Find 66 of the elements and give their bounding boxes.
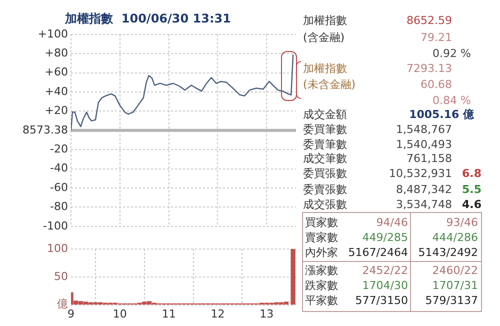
text: 5143/2492 — [418, 246, 478, 260]
text: 漲家數 — [305, 264, 338, 278]
y-tick-label: -100 — [43, 219, 68, 232]
text: 委買筆數 — [303, 123, 347, 137]
y-tick-label: +80 — [44, 46, 68, 60]
y-tick-label: 億 — [57, 298, 68, 311]
text: 賣家數 — [305, 231, 338, 245]
text: 60.68 — [420, 78, 452, 92]
text: 7293.13 — [406, 62, 452, 76]
y-tick-label: -40 — [50, 162, 68, 175]
y-tick-label: -60 — [50, 180, 68, 194]
y-tick-label: 100 — [47, 242, 68, 255]
text: 93/46 — [446, 216, 478, 230]
text: 委賣張數 — [303, 183, 347, 197]
text: 1704/30 — [362, 279, 408, 293]
text: 6.8 — [462, 167, 482, 181]
x-tick-label: 10 — [112, 307, 127, 320]
text: 加權指數 — [303, 14, 347, 28]
y-tick-label: 50 — [54, 270, 68, 283]
text: 加權指數 — [303, 62, 347, 76]
text: (未含金融) — [303, 78, 356, 92]
text: 0.84 % — [432, 94, 471, 108]
y-tick-label: -20 — [50, 142, 68, 156]
text: 委買張數 — [303, 167, 347, 181]
text: 內外家 — [305, 246, 338, 260]
text: 5167/2464 — [348, 246, 408, 260]
chart-title: 加權指數 100/06/30 13:31 — [64, 11, 231, 26]
y-tick-label: +100 — [38, 27, 68, 40]
text: (含金融) — [303, 31, 345, 45]
text: 761,158 — [406, 152, 452, 166]
text: 8,487,342 — [396, 183, 452, 197]
y-tick-label: +40 — [44, 84, 68, 98]
bar — [290, 249, 296, 305]
text: 成交金額 — [303, 108, 347, 122]
x-tick-label: 11 — [162, 307, 176, 320]
text: 5.5 — [462, 183, 482, 197]
text: 4.6 — [462, 198, 482, 212]
text: 579/3137 — [425, 294, 478, 308]
text: 1005.16 億 — [409, 108, 474, 122]
text: 跌家數 — [305, 279, 338, 293]
text: 2460/22 — [432, 264, 478, 278]
text: 1,540,493 — [396, 138, 452, 152]
text: 3,534,748 — [396, 198, 452, 212]
x-tick-label: 9 — [68, 307, 74, 320]
text: 成交筆數 — [303, 152, 347, 166]
x-tick-label: 12 — [210, 307, 225, 320]
text: 委賣筆數 — [303, 138, 347, 152]
y-tick-label: +20 — [44, 104, 68, 118]
text: 577/3150 — [355, 294, 408, 308]
text: 79.21 — [420, 31, 452, 45]
y-axis-title: 8573.38 — [22, 123, 68, 136]
text: 2452/22 — [362, 264, 408, 278]
text: 0.92 % — [432, 47, 471, 61]
text: 8652.59 — [406, 14, 452, 28]
text: 平家數 — [305, 294, 338, 308]
text: 成交張數 — [303, 198, 347, 212]
text: 1,548,767 — [396, 123, 452, 137]
text: 1707/31 — [432, 279, 478, 293]
text: 444/286 — [432, 231, 478, 245]
text: 449/285 — [362, 231, 408, 245]
text: 94/46 — [376, 216, 408, 230]
text: 買家數 — [305, 216, 338, 230]
text: 10,532,931 — [389, 167, 452, 181]
x-tick-label: 13 — [260, 307, 274, 320]
y-tick-label: +60 — [44, 66, 68, 79]
y-tick-label: -80 — [50, 200, 68, 214]
